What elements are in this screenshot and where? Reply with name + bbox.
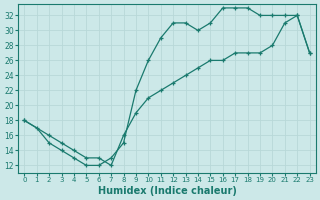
X-axis label: Humidex (Indice chaleur): Humidex (Indice chaleur) — [98, 186, 236, 196]
